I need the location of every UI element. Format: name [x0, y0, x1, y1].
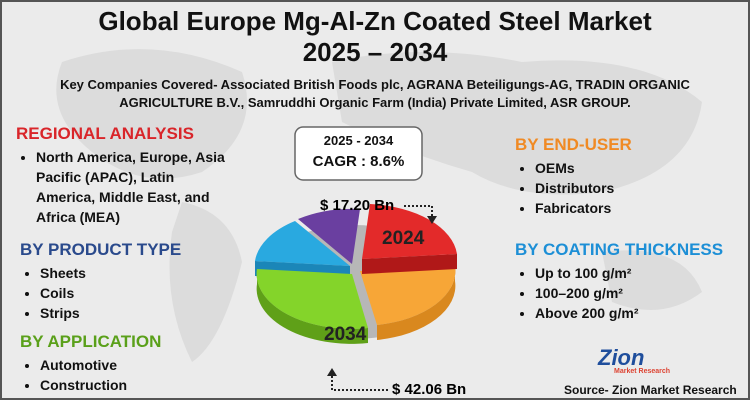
cagr-box — [294, 126, 423, 181]
section: BY PRODUCT TYPE SheetsCoilsStrips — [20, 240, 220, 323]
item-list: North America, Europe, Asia Pacific (APA… — [16, 147, 226, 227]
item-list: Up to 100 g/m²100–200 g/m²Above 200 g/m² — [515, 263, 735, 323]
list-item: Fabricators — [535, 198, 715, 218]
item-list: SheetsCoilsStrips — [20, 263, 220, 323]
item-list: OEMsDistributorsFabricators — [515, 158, 715, 218]
source: Source- Zion Market Research — [564, 383, 737, 397]
arrowhead — [327, 368, 337, 376]
pie — [255, 204, 457, 344]
section-heading: REGIONAL ANALYSIS — [16, 124, 194, 143]
title-line: 2025 – 2034 — [302, 37, 448, 67]
list-item: OEMs — [535, 158, 715, 178]
pie-label: 2024 — [382, 228, 425, 249]
list-item: Up to 100 g/m² — [535, 263, 735, 283]
logo-tagline: Market Research — [614, 368, 671, 375]
title: Global Europe Mg-Al-Zn Coated Steel Mark… — [2, 6, 748, 68]
value-2024: $ 17.20 Bn — [320, 197, 395, 214]
section: BY END-USER OEMsDistributorsFabricators — [515, 135, 715, 218]
period: 2025 - 2034 — [323, 133, 394, 148]
section-heading: BY COATING THICKNESS — [515, 240, 724, 259]
subtitle-line: Key Companies Covered- Associated Britis… — [60, 77, 690, 92]
list-item: North America, Europe, Asia Pacific (APA… — [36, 147, 226, 227]
list-item: Distributors — [535, 178, 715, 198]
cagr: CAGR : 8.6% — [312, 153, 405, 170]
title-line: Global Europe Mg-Al-Zn Coated Steel Mark… — [98, 6, 652, 36]
arrowhead — [427, 216, 437, 224]
arrow-2024 — [404, 205, 433, 218]
section: BY APPLICATION AutomotiveConstruction — [20, 332, 220, 395]
list-item: Sheets — [40, 263, 220, 283]
world-map — [56, 49, 702, 362]
list-item: Automotive — [40, 355, 220, 375]
section-heading: BY APPLICATION — [20, 332, 162, 351]
list-item: Above 200 g/m² — [535, 303, 735, 323]
section-heading: BY END-USER — [515, 135, 632, 154]
section-heading: BY PRODUCT TYPE — [20, 240, 182, 259]
section: REGIONAL ANALYSIS North America, Europe, … — [16, 124, 226, 227]
list-item: 100–200 g/m² — [535, 283, 735, 303]
list-item: Construction — [40, 375, 220, 395]
list-item: Coils — [40, 283, 220, 303]
logo-name: Zion — [598, 345, 645, 370]
list-item: Strips — [40, 303, 220, 323]
item-list: AutomotiveConstruction — [20, 355, 220, 395]
arrow-2034 — [331, 374, 388, 391]
subtitle: Key Companies Covered- Associated Britis… — [2, 76, 748, 112]
pie-label: 2034 — [324, 324, 367, 345]
section: BY COATING THICKNESS Up to 100 g/m²100–20… — [515, 240, 735, 323]
subtitle-line: AGRICULTURE B.V., Samruddhi Organic Farm… — [119, 95, 631, 110]
forecast: 2025 - 2034 CAGR : 8.6% — [295, 132, 422, 174]
value-2034: $ 42.06 Bn — [392, 381, 467, 398]
